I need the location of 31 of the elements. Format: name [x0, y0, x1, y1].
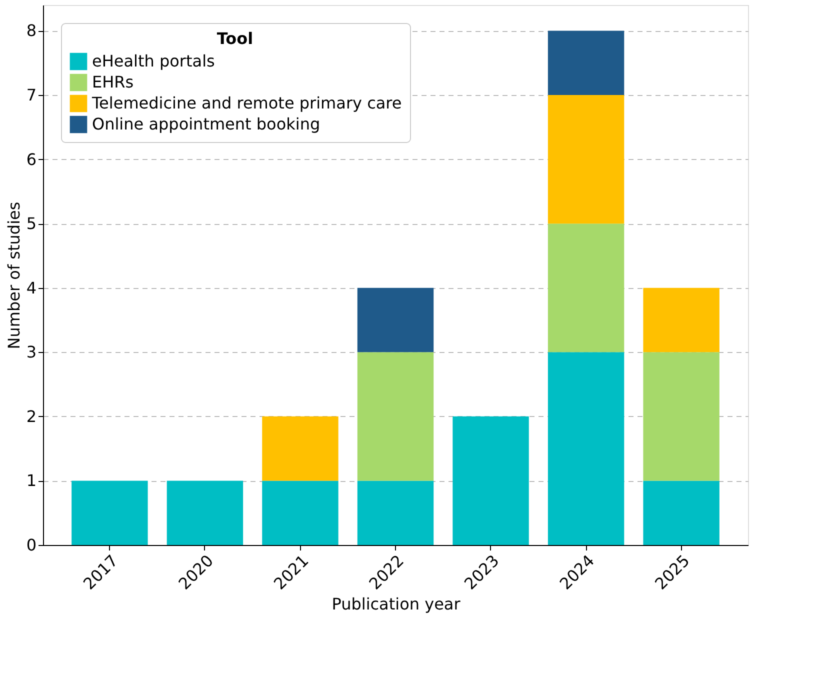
legend-label: Telemedicine and remote primary care: [91, 94, 402, 112]
legend-label: EHRs: [92, 72, 134, 92]
y-axis-title: Number of studies: [4, 202, 24, 350]
bar: [643, 480, 720, 545]
legend-title: Tool: [216, 29, 254, 48]
bar: [548, 224, 624, 352]
bar: [357, 352, 434, 481]
bar: [452, 416, 529, 545]
y-tick-label: 2: [26, 406, 36, 426]
y-tick-label: 0: [26, 536, 36, 554]
bar: [548, 352, 624, 545]
bar: [262, 480, 338, 545]
bar: [548, 95, 624, 224]
x-axis-title: Publication year: [332, 594, 461, 614]
bar: [357, 480, 434, 545]
bar: [643, 288, 720, 352]
y-tick-label: 4: [26, 278, 36, 298]
bar: [548, 30, 624, 95]
y-tick-label: 3: [26, 342, 36, 362]
y-tick-label: 1: [26, 471, 36, 490]
bar: [643, 352, 720, 481]
legend-label: Online appointment booking: [92, 114, 320, 134]
y-tick-label: 5: [26, 214, 36, 234]
bar: [166, 480, 244, 545]
bar: [262, 416, 338, 481]
bar: [72, 480, 148, 545]
y-tick-label: 8: [26, 21, 36, 40]
y-tick-label: 6: [26, 150, 36, 169]
y-tick-label: 7: [26, 86, 36, 104]
legend-label: eHealth portals: [92, 52, 215, 70]
bar: [357, 288, 434, 352]
